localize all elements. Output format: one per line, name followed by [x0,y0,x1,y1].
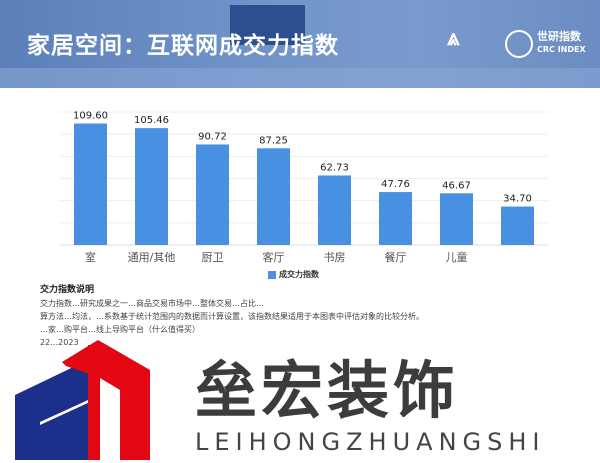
legend-label: 成交力指数 [279,270,319,279]
bar [74,123,107,245]
notes-line: 算方法…均法，…系数基于统计范围内的数据而计算设置，该指数结果适用于本图表中评估… [40,312,424,321]
value-label: 62.73 [320,162,349,173]
page-title: 家居空间：互联网成交力指数 [27,33,339,59]
banner-background [230,5,305,45]
category-label: 餐厅 [385,250,407,264]
category-label: 书房 [324,251,346,264]
value-label: 105.46 [134,115,169,126]
watermark-text: 垒宏装饰 [195,354,460,427]
category-label: 厨卫 [202,251,224,264]
notes-heading: 交力指数说明 [40,285,95,295]
legend-swatch [268,270,276,279]
value-label: 34.70 [503,194,532,205]
chart-legend: 成交力指数 [268,270,319,280]
notes-line: …家…购平台…线上导购平台（什么值得买） [40,325,200,334]
value-label: 109.60 [73,111,108,122]
value-label: 46.67 [442,180,471,191]
value-label: 47.76 [381,179,410,190]
header-banner: 家居空间：互联网成交力指数 ⩓ 世研指数 CRC INDEX [0,0,600,88]
category-label: 室 [85,250,96,264]
bar [135,128,168,245]
crc-logo-text: 世研指数 CRC INDEX [537,30,586,55]
notes-line: 交力指数…研究成果之一…商品交易市场中…整体交易…占比… [40,299,264,308]
category-label: 儿童 [446,250,468,264]
value-label: 90.72 [198,131,227,142]
watermark-subtext: LEIHONGZHUANGSHI [195,428,546,456]
bar [196,144,229,245]
bar [379,192,412,245]
crc-logo-icon [505,30,533,58]
bar [318,175,351,245]
bar [257,148,290,245]
bar-chart: 109.60 室 105.46 通用/其他 90.72 厨卫 87.25 客厅 62.73 书房 4… [60,111,548,264]
bar [501,206,534,245]
bar [440,193,473,245]
partner-logo-icon: ⩓ [447,26,460,51]
index-notes: 交力指数说明 交力指数…研究成果之一…商品交易市场中…整体交易…占比… 算方法…… [40,284,590,349]
value-label: 87.25 [259,135,288,146]
notes-line: 22…2023 [40,338,79,347]
banner-floor [0,68,600,88]
category-label: 客厅 [263,250,285,264]
category-label: 通用/其他 [128,251,176,264]
